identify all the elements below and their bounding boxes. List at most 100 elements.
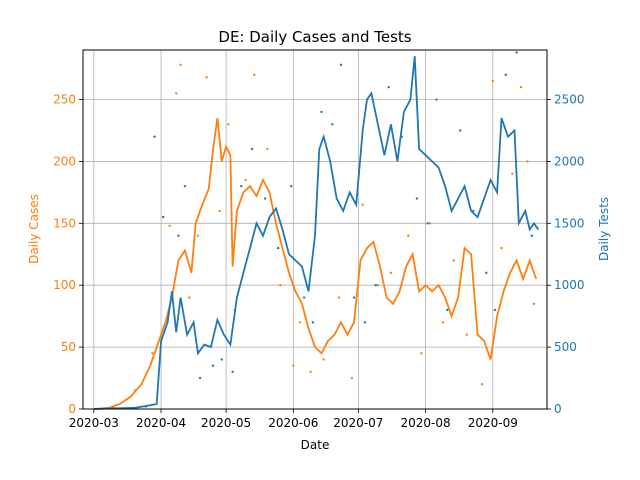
tests-point [459,129,462,132]
cases-point [253,73,256,76]
left-tick-label: 50 [61,340,76,354]
tests-point [320,110,323,114]
cases-point [465,333,468,336]
tests-point [250,147,254,151]
x-tick-label: 2020-06 [268,416,318,430]
cases-point [519,85,523,89]
tests-point [311,321,315,324]
tests-point [331,123,334,126]
right-axis-ticks: 0 500 1000 1500 2000 2500 [547,93,585,416]
left-tick-label: 100 [53,278,76,292]
x-tick-label: 2020-08 [401,416,451,430]
x-tick-label: 2020-09 [468,416,518,430]
tests-point [302,296,306,299]
tests-point [183,184,187,188]
right-tick-label: 1000 [554,278,585,292]
tests-point [374,284,377,287]
tests-point [231,370,234,374]
right-tick-label: 500 [554,340,577,354]
right-tick-label: 2000 [554,154,585,168]
x-tick-label: 2020-07 [333,416,383,430]
cases-point [188,296,191,299]
tests-point [289,184,293,188]
cases-scatter [112,63,536,408]
tests-point [240,184,243,188]
cases-point [196,234,200,237]
cases-point [218,209,221,213]
cases-point [175,92,178,95]
left-tick-label: 250 [53,93,76,107]
cases-point [376,284,380,287]
tests-point [276,246,280,250]
left-axis-ticks: 0 50 100 150 200 250 [53,93,83,416]
cases-point [389,271,393,275]
tests-point [177,234,180,237]
tests-point [493,308,497,312]
tests-point [263,197,267,200]
cases-point [337,296,341,299]
tests-line [93,56,540,410]
cases-point [428,222,432,225]
plot-frame [82,49,548,410]
right-tick-label: 0 [554,402,562,416]
chart-title: DE: Daily Cases and Tests [218,28,411,46]
tests-point [352,296,356,299]
tests-point [435,98,438,101]
cases-point [500,246,503,250]
tests-point [415,197,419,200]
cases-point [480,383,484,386]
left-tick-label: 150 [53,216,76,230]
cases-point [511,172,514,175]
tests-point [162,215,165,219]
tests-point [485,271,488,275]
cases-point [441,321,445,324]
right-tick-label: 1500 [554,216,585,230]
cases-point [407,234,410,237]
cases-point [420,352,423,355]
cases-point [168,224,171,227]
tests-point [530,234,534,237]
cases-point [526,160,529,163]
cases-point [350,376,354,380]
x-tick-label: 2020-04 [136,416,186,430]
tests-point [339,63,343,67]
tests-point [515,51,518,54]
tests-scatter [144,51,534,408]
cases-point [322,358,325,361]
tests-point [504,73,508,76]
cases-point [151,352,154,355]
cases-point [452,259,455,262]
cases-point [309,370,312,374]
left-axis-label: Daily Cases [27,194,41,264]
x-axis-ticks: 2020-03 2020-04 2020-05 2020-06 2020-07 2020-… [69,409,518,430]
cases-point [227,123,230,126]
cases-point [361,203,364,206]
tests-point [446,308,449,312]
left-tick-label: 200 [53,154,76,168]
cases-point [491,79,494,83]
right-tick-label: 2500 [554,93,585,107]
x-tick-label: 2020-03 [69,416,119,430]
cases-point [532,302,536,305]
tests-point [387,85,390,89]
tests-point [426,222,429,225]
cases-line [93,117,538,410]
tests-point [363,321,367,324]
x-axis-label: Date [301,438,330,452]
right-axis-label: Daily Tests [597,197,611,261]
cases-point [279,284,282,287]
x-tick-label: 2020-05 [201,416,251,430]
cases-point [298,321,302,324]
cases-point [205,76,208,79]
cases-point [292,364,295,367]
left-tick-label: 0 [68,402,76,416]
tests-point [211,364,215,367]
tests-point [220,358,223,361]
tests-point [198,376,202,380]
cases-point [244,178,247,182]
tests-point [153,135,156,138]
cases-point [266,147,269,151]
cases-point [179,63,182,67]
